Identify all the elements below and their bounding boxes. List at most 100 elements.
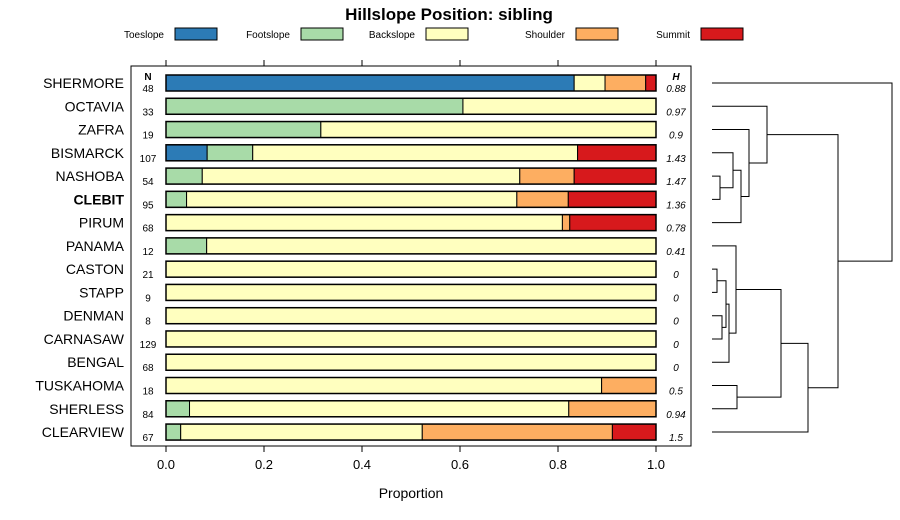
dendrogram-branch bbox=[736, 289, 782, 398]
plot-frame bbox=[130, 65, 692, 447]
bar-segment bbox=[165, 423, 182, 441]
n-value: 95 bbox=[142, 200, 154, 211]
n-value: 129 bbox=[140, 340, 157, 351]
bar-outline bbox=[165, 190, 657, 209]
dendrogram-branch bbox=[712, 152, 734, 189]
bar-segment bbox=[201, 167, 521, 185]
legend-swatch bbox=[700, 27, 744, 41]
n-value: 107 bbox=[140, 154, 157, 165]
legend-label: Shoulder bbox=[525, 30, 566, 41]
x-axis: 0.0 0.2 0.4 0.6 0.8 1.0 bbox=[157, 60, 665, 472]
bar-row: OCTAVIA 33 0.97 bbox=[65, 97, 686, 118]
bar-segment bbox=[180, 423, 423, 441]
legend-swatch bbox=[300, 27, 344, 41]
bar-outline bbox=[165, 167, 657, 185]
chart-title: Hillslope Position: sibling bbox=[345, 5, 553, 24]
bar-segment bbox=[577, 144, 657, 162]
x-axis-title: Proportion bbox=[379, 485, 444, 501]
bar-outline bbox=[165, 74, 657, 92]
dendrogram-branch bbox=[712, 82, 893, 262]
bar-segment bbox=[165, 121, 322, 139]
bar-segment bbox=[567, 190, 657, 208]
dendrogram bbox=[712, 82, 893, 433]
row-label: CLEARVIEW bbox=[42, 424, 125, 440]
bar-segment bbox=[206, 237, 657, 255]
n-value: 19 bbox=[142, 131, 154, 142]
bar-row: NASHOBA 54 1.47 bbox=[56, 167, 686, 188]
bar-outline bbox=[165, 120, 657, 139]
legend-label: Backslope bbox=[369, 30, 416, 41]
n-value: 84 bbox=[142, 410, 154, 421]
n-value: 54 bbox=[142, 177, 154, 188]
n-value: 21 bbox=[142, 270, 154, 281]
h-value: 0.88 bbox=[666, 84, 686, 95]
n-value: 12 bbox=[142, 247, 154, 258]
bar-row: STAPP 9 0 bbox=[79, 283, 679, 304]
dendrogram-branch bbox=[712, 129, 750, 197]
bar-segment bbox=[519, 167, 575, 185]
bar-row: PANAMA 12 0.41 bbox=[66, 237, 686, 258]
bar-rows: SHERMORE 48 0.88 OCTAVIA 33 0.97 ZAFRA 19 0.9 BIS… bbox=[35, 74, 686, 444]
x-tick-label: 0.0 bbox=[157, 457, 175, 472]
bar-segment bbox=[573, 167, 657, 185]
legend-label: Footslope bbox=[246, 30, 290, 41]
bar-outline bbox=[165, 353, 657, 371]
dendrogram-branch bbox=[712, 175, 721, 200]
x-tick-label: 1.0 bbox=[647, 457, 665, 472]
bar-row: CARNASAW 129 0 bbox=[44, 330, 679, 351]
bar-segment bbox=[462, 97, 657, 115]
row-label: BENGAL bbox=[67, 354, 124, 370]
bar-segment bbox=[611, 423, 657, 441]
n-value: 18 bbox=[142, 387, 154, 398]
bar-row: PIRUM 68 0.78 bbox=[79, 213, 686, 235]
bar-segment bbox=[165, 400, 191, 418]
dendrogram-branch bbox=[712, 342, 809, 433]
row-label: NASHOBA bbox=[56, 168, 125, 184]
row-label: CLEBIT bbox=[73, 191, 124, 207]
bar-outline bbox=[165, 97, 657, 116]
n-value: 9 bbox=[145, 293, 151, 304]
legend-swatch bbox=[425, 27, 469, 41]
h-value: 1.43 bbox=[666, 154, 686, 165]
bar-segment bbox=[421, 423, 613, 441]
bar-row: CLEARVIEW 67 1.5 bbox=[42, 423, 683, 444]
bar-segment bbox=[165, 190, 188, 208]
bar-segment bbox=[320, 121, 657, 139]
h-value: 0.9 bbox=[669, 131, 683, 142]
bar-segment bbox=[645, 74, 657, 92]
bar-row: BISMARCK 107 1.43 bbox=[51, 144, 686, 165]
legend-swatch bbox=[575, 27, 619, 41]
bar-segment bbox=[252, 144, 579, 162]
h-value: 0.41 bbox=[666, 247, 685, 258]
h-value: 0.94 bbox=[666, 410, 686, 421]
bar-segment bbox=[573, 74, 606, 92]
bar-row: SHERMORE 48 0.88 bbox=[43, 74, 686, 95]
bar-segment bbox=[165, 283, 657, 301]
bar-segment bbox=[604, 74, 647, 92]
bar-segment bbox=[206, 144, 254, 162]
dendrogram-branch bbox=[767, 134, 839, 389]
bar-segment bbox=[165, 167, 203, 185]
bar-segment bbox=[165, 144, 208, 162]
x-tick-label: 0.6 bbox=[451, 457, 469, 472]
row-label: PANAMA bbox=[66, 238, 125, 254]
dendrogram-branch bbox=[712, 385, 738, 410]
bar-segment bbox=[516, 190, 569, 208]
bar-outline bbox=[165, 260, 657, 278]
h-value: 0 bbox=[673, 340, 679, 351]
n-value: 68 bbox=[142, 224, 154, 235]
row-label: ZAFRA bbox=[78, 122, 125, 138]
bar-outline bbox=[165, 237, 657, 255]
row-label: PIRUM bbox=[79, 215, 124, 231]
legend-label: Summit bbox=[656, 30, 690, 41]
dendrogram-branch bbox=[712, 268, 718, 293]
dendrogram-branch bbox=[712, 105, 768, 164]
bar-segment bbox=[569, 214, 657, 232]
bar-row: CLEBIT 95 1.36 bbox=[73, 190, 686, 211]
row-label: SHERMORE bbox=[43, 75, 124, 91]
bar-segment bbox=[165, 377, 603, 395]
bar-segment bbox=[561, 214, 571, 232]
bar-row: TUSKAHOMA 18 0.5 bbox=[35, 376, 683, 398]
bar-row: CASTON 21 0 bbox=[66, 260, 679, 281]
